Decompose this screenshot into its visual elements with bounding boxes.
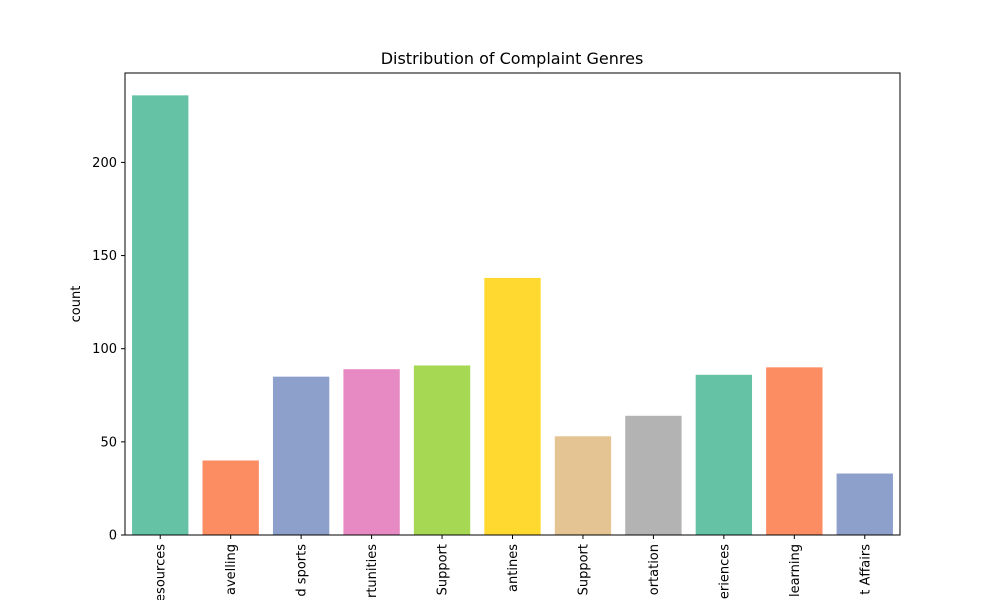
x-tick-label-0: esources	[154, 544, 169, 600]
chart-title: Distribution of Complaint Genres	[381, 49, 644, 68]
x-tick-label-8: eriences	[717, 544, 732, 599]
bar-7	[625, 415, 682, 535]
y-tick-label-2: 100	[92, 342, 117, 357]
y-tick-label-4: 200	[92, 156, 117, 171]
bar-4	[413, 365, 471, 535]
x-tick-label-9: learning	[788, 544, 803, 597]
y-tick-label-0: 0	[109, 529, 117, 544]
x-tick-label-6: Support	[576, 544, 591, 595]
x-tick-label-3: rtunities	[365, 544, 380, 598]
x-tick-label-1: avelling	[224, 544, 239, 595]
y-tick-label-1: 50	[100, 435, 117, 450]
x-tick-label-10: t Affairs	[858, 544, 873, 595]
bar-0	[132, 95, 189, 535]
plot-area: 0 50 100 150 200 esources avelling d sports rtun…	[92, 72, 901, 600]
y-tick-label-3: 150	[92, 249, 117, 264]
x-tick-label-5: antines	[506, 544, 521, 592]
bar-10	[836, 473, 893, 535]
bar-3	[343, 369, 400, 535]
bar-1	[202, 460, 259, 535]
x-tick-label-2: d sports	[295, 544, 310, 597]
bar-8	[695, 374, 753, 535]
x-tick-label-7: ortation	[647, 544, 662, 595]
x-tick-labels: esources avelling d sports rtunities Support…	[154, 544, 874, 600]
x-tick-label-4: Support	[436, 544, 451, 595]
y-axis-label: count	[69, 286, 84, 323]
bar-2	[272, 376, 330, 535]
bar-5	[484, 277, 541, 535]
bar-9	[766, 367, 823, 535]
bar-6	[554, 436, 612, 535]
